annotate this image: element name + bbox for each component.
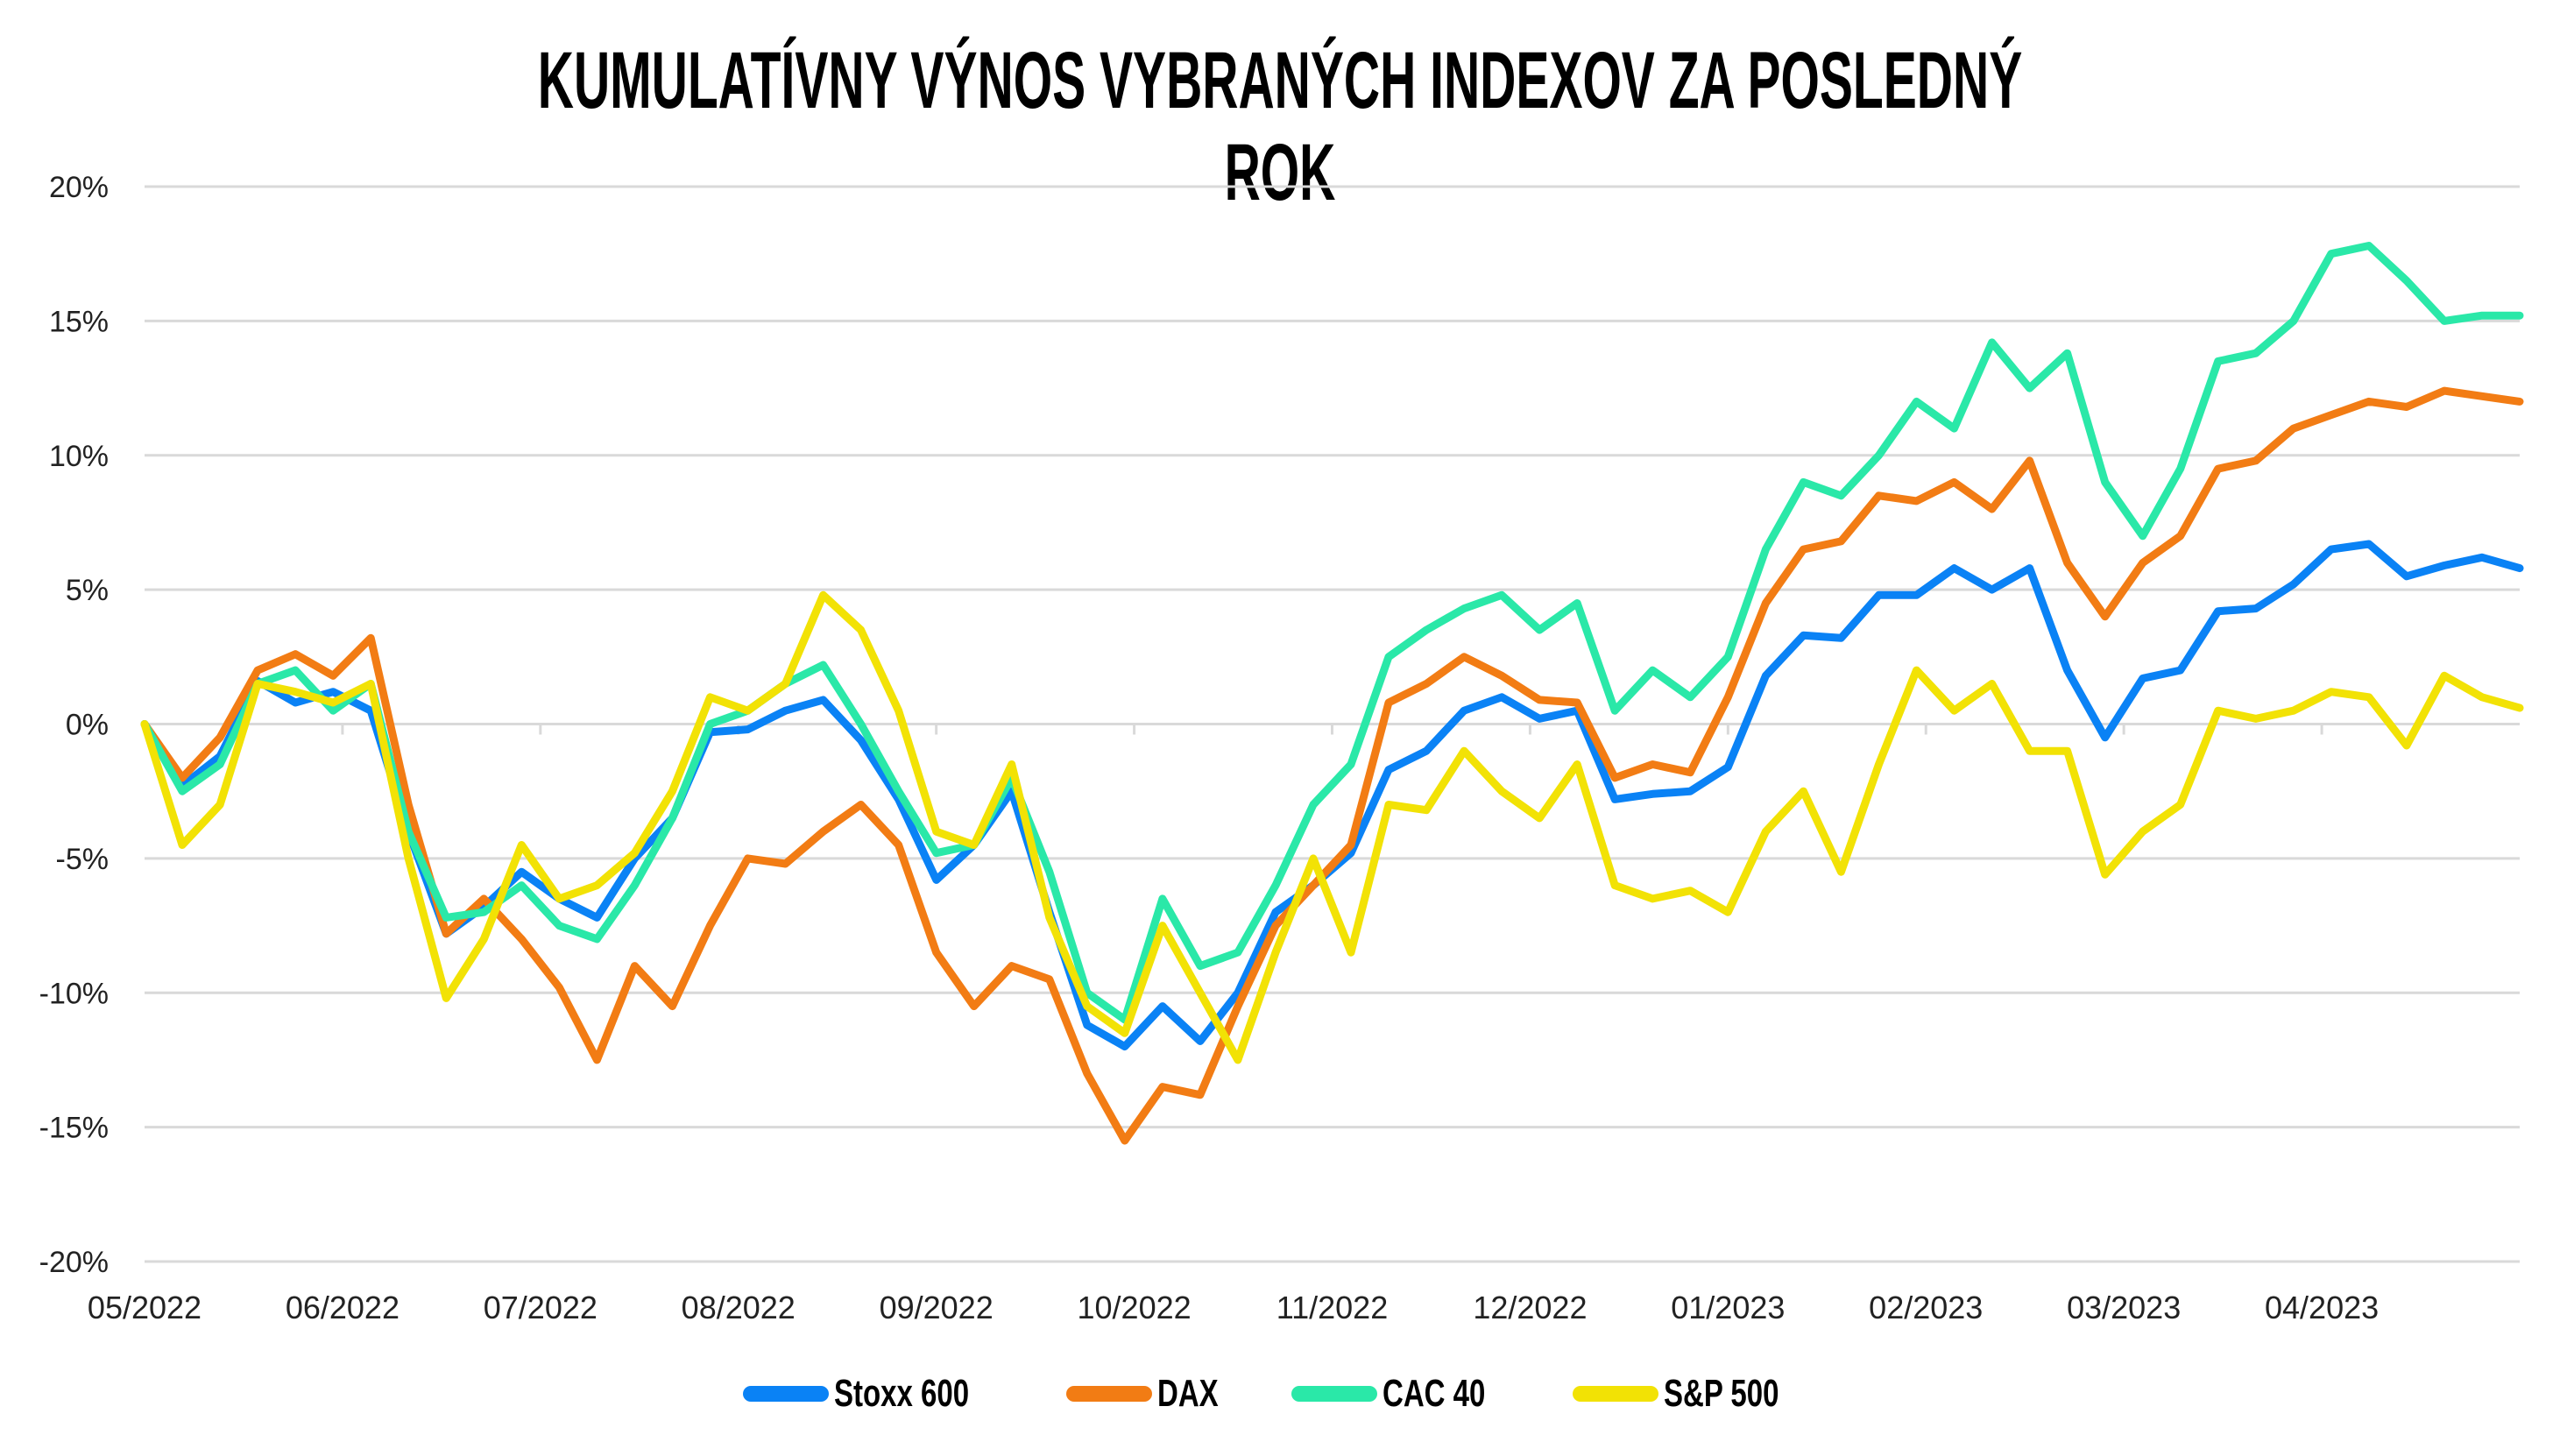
x-tick-label: 04/2023	[2265, 1290, 2379, 1325]
y-tick-label: -15%	[39, 1112, 109, 1145]
y-tick-label: -20%	[39, 1246, 109, 1279]
y-tick-label: 20%	[49, 171, 109, 204]
x-axis: 05/2022 06/2022 07/2022 08/2022 09/2022 10/20…	[88, 1290, 2379, 1325]
x-tick-label: 07/2022	[484, 1290, 598, 1325]
x-tick-label: 03/2023	[2067, 1290, 2181, 1325]
series-line-cac40	[140, 242, 2524, 1024]
legend-swatch-cac40	[1291, 1386, 1378, 1402]
legend-item-stoxx600[interactable]: Stoxx 600	[742, 1372, 1014, 1416]
x-tick-label: 08/2022	[682, 1290, 796, 1325]
legend-label: DAX	[1157, 1372, 1220, 1415]
series-lines	[140, 242, 2524, 1145]
legend-label: S&P 500	[1663, 1372, 1779, 1415]
line-chart: 20% 15% 10% 5% 0% -5% -10% -15% -20% 05/2022 06/2…	[39, 171, 2524, 1325]
series-line-sp500	[140, 590, 2524, 1064]
x-tick-label: 01/2023	[1671, 1290, 1785, 1325]
x-tick-label: 06/2022	[286, 1290, 400, 1325]
x-tick-label: 10/2022	[1078, 1290, 1192, 1325]
y-tick-label: 15%	[49, 305, 109, 338]
x-tick-label: 05/2022	[88, 1290, 202, 1325]
y-tick-label: -10%	[39, 977, 109, 1010]
series-line-dax	[140, 386, 2524, 1145]
legend-swatch-sp500	[1572, 1386, 1658, 1402]
series-line-stoxx600	[140, 540, 2524, 1051]
y-tick-label: 0%	[66, 709, 109, 742]
y-tick-label: -5%	[56, 843, 109, 876]
legend-item-dax[interactable]: DAX	[1066, 1372, 1239, 1416]
legend-item-sp500[interactable]: S&P 500	[1572, 1372, 1817, 1416]
x-tick-label: 02/2023	[1869, 1290, 1983, 1325]
y-tick-label: 5%	[66, 574, 109, 607]
x-tick-label: 11/2022	[1276, 1290, 1388, 1325]
x-tick-label: 09/2022	[880, 1290, 994, 1325]
chart-title: KUMULATÍVNY VÝNOS VYBRANÝCH INDEXOV ZA P…	[537, 36, 2023, 217]
legend-swatch-dax	[1066, 1386, 1153, 1402]
x-tick-label: 12/2022	[1473, 1290, 1587, 1325]
legend-label: Stoxx 600	[833, 1372, 970, 1415]
legend-swatch-stoxx600	[742, 1386, 829, 1402]
legend: Stoxx 600 DAX CAC 40 S&P 500	[0, 1372, 2560, 1416]
legend-item-cac40[interactable]: CAC 40	[1291, 1372, 1520, 1416]
legend-label: CAC 40	[1383, 1372, 1486, 1415]
gridlines	[145, 185, 2520, 1263]
y-axis: 20% 15% 10% 5% 0% -5% -10% -15% -20%	[39, 171, 109, 1279]
y-tick-label: 10%	[49, 440, 109, 473]
